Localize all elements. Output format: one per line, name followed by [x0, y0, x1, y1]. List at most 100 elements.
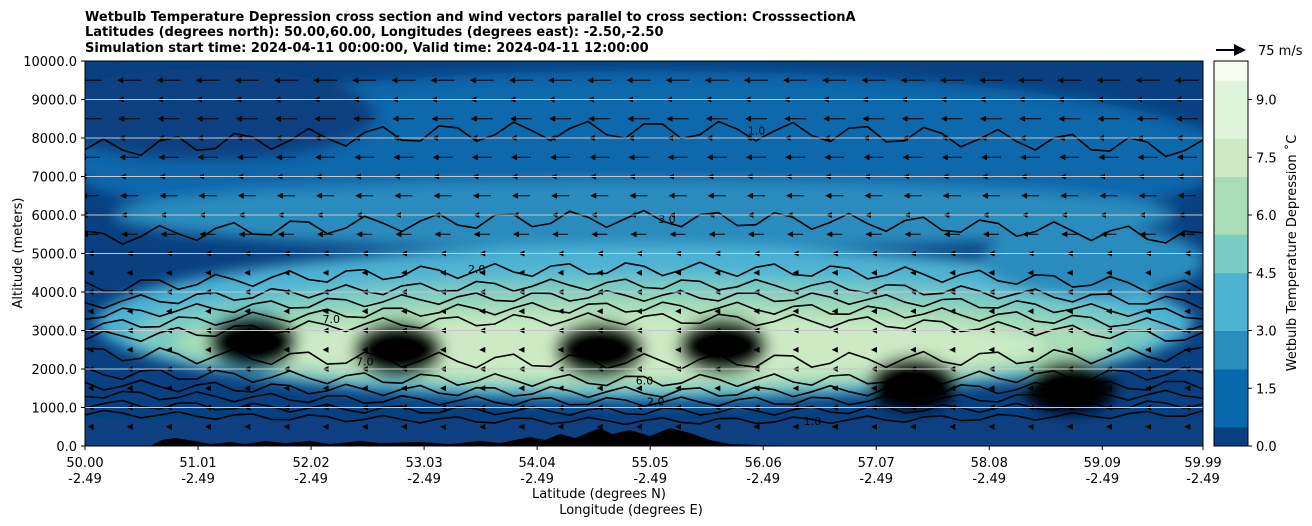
colorbar-tick-label: 3.0: [1256, 325, 1277, 340]
quiver-key: 75 m/s: [1216, 44, 1303, 59]
x-tick-label-lon: -2.49: [746, 472, 780, 487]
contour-line: [85, 399, 1203, 417]
field-peak-4: [868, 356, 959, 413]
contour-line: [85, 346, 1203, 370]
contour-line: [85, 366, 1203, 388]
colorbar: 0.0 1.5 3.0 4.5 6.0 7.5 9.0: [1213, 60, 1277, 455]
x-tick-label-lat: 56.06: [745, 456, 782, 471]
x-tick-label-lat: 57.07: [858, 456, 895, 471]
colorbar-level: [1214, 330, 1248, 351]
contour-line: [85, 120, 1203, 158]
contour-line: [85, 209, 1203, 245]
contour-line: [85, 301, 1203, 333]
colorbar-level: [1214, 292, 1248, 312]
contour-line: [85, 389, 1203, 408]
terrain-profile: [85, 428, 1203, 446]
colorbar-tick-label: 4.5: [1256, 267, 1277, 282]
contour-line: [85, 278, 1203, 310]
contour-label: 7.0: [322, 313, 340, 326]
y-tick-label: 7000.0: [32, 171, 78, 186]
x-tick-label-lon: -2.49: [1085, 472, 1119, 487]
contour-line: [85, 379, 1203, 399]
y-tick-label: 1000.0: [32, 402, 78, 417]
field-peak-3: [677, 317, 768, 374]
colorbar-level: [1214, 234, 1248, 254]
colorbar-tick-label: 6.0: [1256, 209, 1277, 224]
colorbar-label: Wetbulb Temperature Depression ˚C: [1284, 135, 1300, 372]
x-tick-label-lat: 58.08: [971, 456, 1008, 471]
y-tick-label: 5000.0: [32, 248, 78, 263]
colorbar-level: [1214, 61, 1248, 81]
colorbar-tick-label: 0.0: [1256, 440, 1277, 455]
chart-title-line-3: Simulation start time: 2024-04-11 00:00:…: [85, 41, 649, 56]
colorbar-level: [1214, 138, 1248, 158]
y-axis-label: Altitude (meters): [11, 198, 26, 309]
contour-lines: 1.03.02.07.07.06.03.02.01.0: [85, 120, 1203, 428]
field-band-7: [980, 226, 1203, 296]
colorbar-level: [1214, 176, 1248, 197]
x-axis: 50.00-2.4951.01-2.4952.02-2.4953.03-2.49…: [66, 446, 1222, 487]
contour-label: 1.0: [804, 415, 822, 428]
x-tick-label-lat: 59.09: [1084, 456, 1121, 471]
x-tick-label-lat: 55.05: [632, 456, 669, 471]
colorbar-level: [1214, 311, 1248, 331]
colorbar-level: [1214, 99, 1248, 120]
colorbar-level: [1214, 388, 1248, 408]
contour-label: 2.0: [647, 396, 665, 409]
contour-label: 3.0: [1039, 386, 1057, 399]
x-tick-label-lat: 59.99: [1184, 456, 1221, 471]
colorbar-level: [1214, 118, 1248, 139]
colorbar-level: [1214, 215, 1248, 235]
colorbar-level: [1214, 272, 1248, 293]
y-tick-label: 9000.0: [32, 94, 78, 109]
x-tick-label-lon: -2.49: [68, 472, 102, 487]
x-tick-label-lon: -2.49: [520, 472, 554, 487]
x-tick-label-lon: -2.49: [972, 472, 1006, 487]
y-tick-label: 3000.0: [32, 325, 78, 340]
colorbar-level: [1214, 349, 1248, 370]
chart-title-line-2: Latitudes (degrees north): 50.00,60.00, …: [85, 25, 664, 40]
colorbar-level: [1214, 369, 1248, 389]
colorbar-frame: [1213, 60, 1249, 447]
plot-area: 1.03.02.07.07.06.03.02.01.0: [85, 61, 1203, 446]
quiver-key-label: 75 m/s: [1258, 44, 1303, 59]
x-axis-label-longitude: Longitude (degrees E): [559, 503, 703, 518]
colorbar-level: [1214, 426, 1248, 447]
x-tick-label-lat: 54.04: [519, 456, 556, 471]
contour-label: 7.0: [356, 355, 374, 368]
contour-label: 2.0: [468, 263, 486, 276]
x-tick-label-lon: -2.49: [181, 472, 215, 487]
x-tick-label-lon: -2.49: [633, 472, 667, 487]
y-tick-label: 8000.0: [32, 132, 78, 147]
field-peak-0: [207, 314, 298, 371]
x-tick-label-lat: 51.01: [179, 456, 216, 471]
x-tick-label-lon: -2.49: [859, 472, 893, 487]
colorbar-level: [1214, 195, 1248, 216]
x-tick-label-lon: -2.49: [407, 472, 441, 487]
contour-line: [85, 409, 1203, 426]
colorbar-level: [1214, 253, 1248, 274]
contour-line: [85, 312, 1203, 343]
colorbar-level: [1214, 157, 1248, 177]
x-tick-label-lon: -2.49: [294, 472, 328, 487]
x-tick-label-lat: 53.03: [405, 456, 442, 471]
colorbar-level: [1214, 80, 1248, 100]
x-axis-label-latitude: Latitude (degrees N): [532, 487, 666, 502]
contour-label: 6.0: [636, 375, 654, 388]
y-tick-label: 4000.0: [32, 286, 78, 301]
y-tick-label: 0.0: [56, 440, 77, 455]
x-tick-label-lat: 52.02: [292, 456, 329, 471]
x-tick-label-lat: 50.00: [66, 456, 103, 471]
chart-title-line-1: Wetbulb Temperature Depression cross sec…: [85, 10, 856, 25]
field-peak-1: [353, 321, 444, 378]
y-tick-label: 6000.0: [32, 209, 78, 224]
colorbar-level: [1214, 407, 1248, 428]
colorbar-tick-label: 1.5: [1256, 382, 1277, 397]
contour-line: [85, 261, 1203, 293]
colorbar-tick-label: 7.5: [1256, 151, 1277, 166]
y-tick-label: 10000.0: [23, 55, 77, 70]
x-tick-label-lon: -2.49: [1186, 472, 1220, 487]
horizontal-gridlines: [85, 99, 1203, 408]
contour-label: 1.0: [748, 124, 766, 137]
